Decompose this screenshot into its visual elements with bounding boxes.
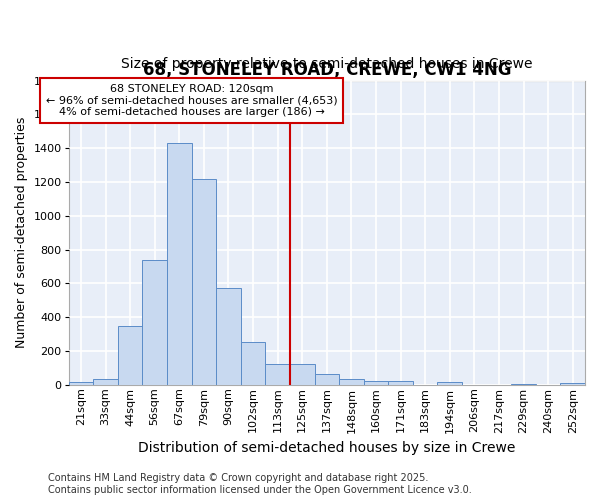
Bar [364,380,388,385]
Bar [437,382,462,385]
X-axis label: Distribution of semi-detached houses by size in Crewe: Distribution of semi-detached houses by … [138,441,515,455]
Title: 68, STONELEY ROAD, CREWE, CW1 4NG: 68, STONELEY ROAD, CREWE, CW1 4NG [143,61,511,79]
Bar [314,374,339,385]
Text: Contains HM Land Registry data © Crown copyright and database right 2025.
Contai: Contains HM Land Registry data © Crown c… [48,474,472,495]
Y-axis label: Number of semi-detached properties: Number of semi-detached properties [15,117,28,348]
Bar [339,379,364,385]
Bar [290,364,314,385]
Bar [241,342,265,385]
Bar [118,326,142,385]
Bar [560,383,585,385]
Bar [191,178,216,385]
Bar [216,288,241,385]
Bar [511,384,536,385]
Bar [142,260,167,385]
Text: Size of property relative to semi-detached houses in Crewe: Size of property relative to semi-detach… [121,58,533,71]
Bar [388,382,413,385]
Text: 68 STONELEY ROAD: 120sqm
← 96% of semi-detached houses are smaller (4,653)
4% of: 68 STONELEY ROAD: 120sqm ← 96% of semi-d… [46,84,337,117]
Bar [68,382,93,385]
Bar [167,143,191,385]
Bar [265,364,290,385]
Bar [93,379,118,385]
